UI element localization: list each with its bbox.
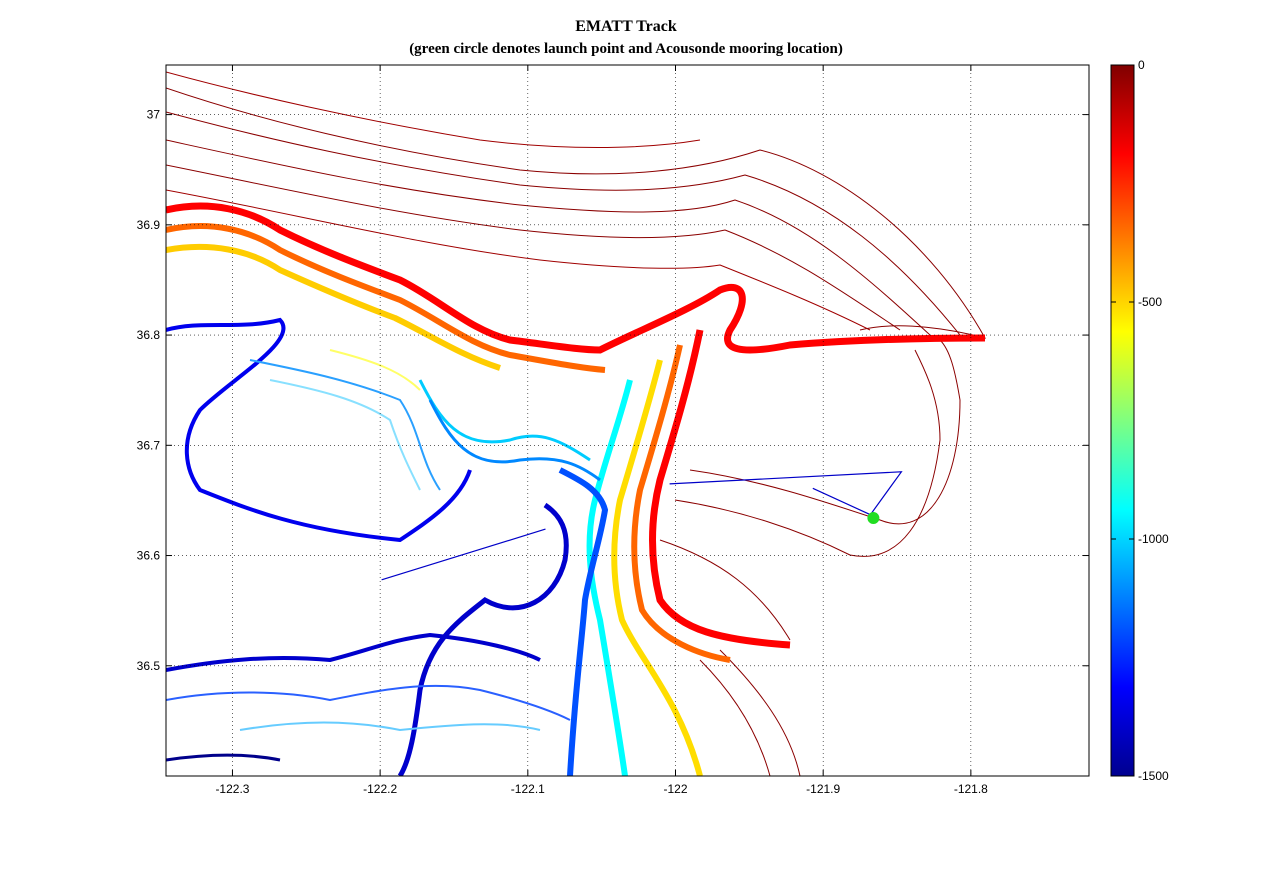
shelf-contour — [689, 339, 961, 525]
track-segment — [669, 471, 903, 516]
shelf-contour — [166, 139, 931, 336]
y-tick-label: 36.6 — [137, 549, 161, 563]
colorbar-ticks: 0 -500 -1000 -1500 — [1111, 58, 1169, 783]
grid-lines — [166, 65, 1089, 776]
shelf-contour — [166, 189, 871, 331]
shelf-contour — [659, 539, 791, 641]
x-axis-ticks: -122.3 -122.2 -122.1 -122 -121.9 -121.8 — [215, 65, 988, 796]
upper-slope-band — [166, 243, 501, 371]
canyon-wall — [611, 359, 703, 776]
ematt-track — [381, 471, 903, 581]
colorbar-tick-label: -500 — [1138, 295, 1162, 309]
plot-area — [166, 65, 1089, 776]
shelf-contour — [674, 349, 941, 557]
colorbar-gradient — [1110, 64, 1135, 777]
basin-contour — [166, 317, 472, 543]
y-tick-label: 36.7 — [137, 438, 161, 452]
shelf-contour — [699, 659, 771, 776]
canyon-wall — [649, 329, 791, 649]
basin-contour — [166, 632, 541, 672]
shelf-contour — [166, 164, 901, 331]
x-tick-label: -121.8 — [954, 782, 988, 796]
basin-contour — [418, 379, 591, 462]
plot-frame — [165, 64, 1090, 777]
chart-title-text: EMATT Track — [575, 18, 677, 35]
colorbar-tick-label: -1500 — [1138, 769, 1169, 783]
colorbar: 0 -500 -1000 -1500 — [1110, 58, 1169, 783]
canyon-wall — [558, 467, 609, 776]
shelf-contour — [719, 649, 801, 776]
upper-slope-band — [166, 202, 986, 354]
basin-contour — [428, 399, 601, 482]
y-tick-label: 36.5 — [137, 659, 161, 673]
upper-slope-band — [166, 223, 606, 373]
x-tick-label: -122 — [663, 782, 687, 796]
y-tick-label: 37 — [147, 108, 161, 122]
x-tick-label: -122.3 — [215, 782, 249, 796]
y-tick-label: 36.9 — [137, 218, 161, 232]
basin-contour — [166, 684, 571, 721]
shelf-contour — [166, 71, 701, 148]
bathymetry-contours — [166, 71, 987, 776]
launch-point-marker — [867, 512, 880, 525]
x-tick-label: -122.2 — [363, 782, 397, 796]
chart-title: EMATT Track (green circle denotes launch… — [409, 18, 843, 57]
x-tick-label: -121.9 — [806, 782, 840, 796]
y-tick-label: 36.8 — [137, 328, 161, 342]
shelf-contour — [166, 111, 961, 336]
basin-contour — [239, 721, 541, 732]
x-tick-label: -122.1 — [511, 782, 545, 796]
canyon-wall — [631, 344, 731, 663]
basin-contour — [329, 349, 421, 391]
chart-subtitle-text: (green circle denotes launch point and A… — [409, 41, 843, 57]
y-axis-ticks: 36.5 36.6 36.7 36.8 36.9 37 — [137, 108, 1089, 673]
basin-contour — [269, 379, 421, 491]
colorbar-tick-label: -1000 — [1138, 532, 1169, 546]
launch-point — [867, 512, 880, 525]
track-segment — [381, 528, 546, 581]
basin-contour — [166, 753, 281, 762]
colorbar-tick-label: 0 — [1138, 58, 1145, 72]
basin-contour — [249, 359, 441, 491]
canyon-wall — [397, 502, 569, 776]
